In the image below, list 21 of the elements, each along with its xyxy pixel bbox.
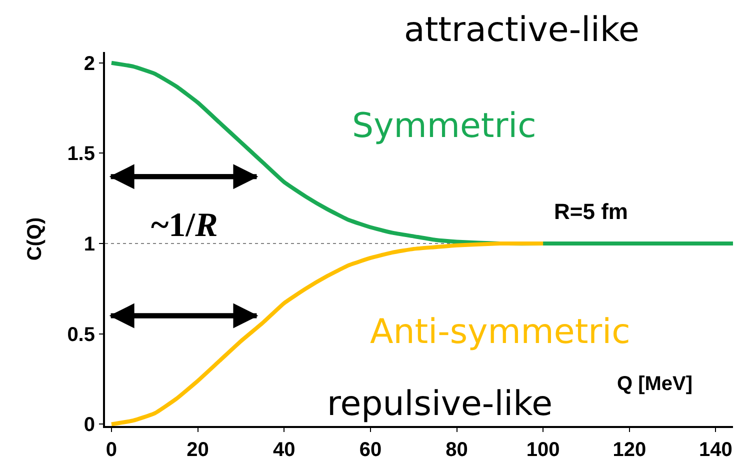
x-tick-label: 20 xyxy=(186,439,209,461)
annotation: repulsive-like xyxy=(327,384,552,424)
y-tick-label: 1.5 xyxy=(67,143,95,166)
series-label: Anti-symmetric xyxy=(370,312,630,352)
x-tick-label: 60 xyxy=(359,439,382,461)
annotation: R=5 fm xyxy=(554,199,628,224)
y-axis-title: C(Q) xyxy=(24,217,46,261)
y-tick-label: 1 xyxy=(84,234,95,256)
series-label: Symmetric xyxy=(352,106,536,146)
annotation: ~1/R xyxy=(151,207,218,244)
x-tick-label: 80 xyxy=(446,439,468,461)
text: attractive-like xyxy=(404,10,640,50)
y-tick-label: 0 xyxy=(84,414,95,436)
x-tick-label: 140 xyxy=(699,439,732,461)
x-tick-label: 100 xyxy=(526,439,560,461)
y-tick-label: 0.5 xyxy=(67,324,95,346)
x-axis-title: Q [MeV] xyxy=(617,373,693,395)
x-tick-label: 0 xyxy=(106,439,118,461)
y-tick-label: 2 xyxy=(84,52,95,75)
x-tick-label: 40 xyxy=(272,439,296,461)
x-tick-label: 120 xyxy=(612,439,646,461)
